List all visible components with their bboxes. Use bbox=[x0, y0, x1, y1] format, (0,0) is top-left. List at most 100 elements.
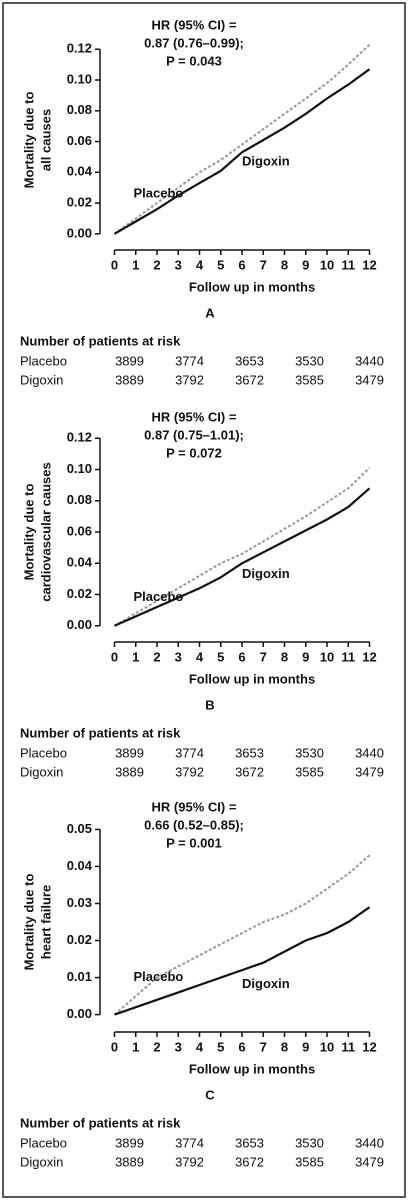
x-tick-label: 8 bbox=[281, 649, 288, 664]
panel-label: C bbox=[205, 1087, 215, 1102]
y-tick-label: 0.02 bbox=[67, 932, 92, 947]
y-axis-title: cardiovascular causes bbox=[38, 462, 53, 601]
annotation: HR (95% CI) = bbox=[152, 409, 237, 424]
panel-label: A bbox=[205, 305, 215, 320]
x-tick-label: 11 bbox=[341, 649, 355, 664]
risk-value: 3440 bbox=[355, 1135, 384, 1150]
risk-value: 3774 bbox=[175, 745, 204, 760]
risk-row-name: Placebo bbox=[20, 1135, 67, 1150]
y-axis-title: Mortality due to bbox=[21, 874, 36, 971]
risk-value: 3774 bbox=[175, 353, 204, 368]
risk-row-name: Placebo bbox=[20, 745, 67, 760]
x-tick-label: 10 bbox=[320, 649, 334, 664]
annotation: HR (95% CI) = bbox=[152, 17, 237, 32]
x-tick-label: 7 bbox=[260, 649, 267, 664]
series-label: Digoxin bbox=[242, 976, 290, 991]
risk-row-name: Digoxin bbox=[20, 764, 63, 779]
y-tick-label: 0.05 bbox=[67, 821, 92, 836]
x-tick-label: 0 bbox=[111, 1039, 118, 1054]
risk-value: 3792 bbox=[175, 764, 204, 779]
series-line bbox=[113, 43, 371, 235]
risk-value: 3530 bbox=[295, 745, 324, 760]
y-tick-label: 0.04 bbox=[67, 858, 93, 873]
y-tick-label: 0.02 bbox=[67, 195, 92, 210]
y-axis-title: heart failure bbox=[38, 885, 53, 959]
x-axis-title: Follow up in months bbox=[189, 1061, 315, 1076]
series-label: Digoxin bbox=[242, 153, 290, 168]
x-axis-title: Follow up in months bbox=[189, 671, 315, 686]
y-tick-label: 0.06 bbox=[67, 523, 92, 538]
x-tick-label: 3 bbox=[175, 1039, 182, 1054]
y-tick-label: 0.01 bbox=[67, 969, 92, 984]
risk-value: 3774 bbox=[175, 1135, 204, 1150]
risk-value: 3530 bbox=[295, 1135, 324, 1150]
y-tick-label: 0.12 bbox=[67, 430, 92, 445]
x-tick-label: 4 bbox=[196, 257, 204, 272]
risk-row-name: Digoxin bbox=[20, 372, 63, 387]
y-tick-label: 0.10 bbox=[67, 71, 92, 86]
risk-value: 3530 bbox=[295, 353, 324, 368]
annotation: HR (95% CI) = bbox=[152, 799, 237, 814]
x-axis-title: Follow up in months bbox=[189, 279, 315, 294]
x-tick-label: 1 bbox=[132, 1039, 139, 1054]
risk-value: 3899 bbox=[115, 1135, 144, 1150]
x-tick-label: 9 bbox=[302, 257, 309, 272]
series-line bbox=[114, 906, 371, 1016]
risk-table-title: Number of patients at risk bbox=[20, 725, 181, 740]
risk-value: 3653 bbox=[235, 1135, 264, 1150]
y-axis-title: Mortality due to bbox=[21, 484, 36, 581]
x-tick-label: 12 bbox=[362, 257, 376, 272]
series-line bbox=[114, 487, 371, 627]
x-tick-label: 12 bbox=[362, 649, 376, 664]
y-tick-label: 0.08 bbox=[67, 102, 92, 117]
x-tick-label: 2 bbox=[153, 257, 160, 272]
x-tick-label: 3 bbox=[175, 649, 182, 664]
annotation: P = 0.001 bbox=[166, 835, 222, 850]
annotation: 0.87 (0.75–1.01); bbox=[144, 427, 244, 442]
risk-value: 3585 bbox=[295, 764, 324, 779]
x-tick-label: 4 bbox=[196, 649, 204, 664]
risk-value: 3792 bbox=[175, 1154, 204, 1169]
y-tick-label: 0.04 bbox=[67, 164, 93, 179]
x-tick-label: 1 bbox=[132, 257, 139, 272]
risk-value: 3440 bbox=[355, 745, 384, 760]
y-tick-label: 0.03 bbox=[67, 895, 92, 910]
x-tick-label: 6 bbox=[238, 649, 245, 664]
x-tick-label: 0 bbox=[111, 257, 118, 272]
y-tick-label: 0.04 bbox=[67, 555, 93, 570]
y-axis-title: all causes bbox=[38, 109, 53, 171]
x-tick-label: 3 bbox=[175, 257, 182, 272]
x-tick-label: 2 bbox=[153, 1039, 160, 1054]
risk-row-name: Placebo bbox=[20, 353, 67, 368]
annotation: 0.66 (0.52–0.85); bbox=[144, 817, 244, 832]
series-line bbox=[113, 68, 371, 235]
risk-value: 3479 bbox=[355, 372, 384, 387]
x-tick-label: 6 bbox=[238, 257, 245, 272]
x-tick-label: 1 bbox=[132, 649, 139, 664]
x-tick-label: 5 bbox=[217, 649, 224, 664]
risk-value: 3479 bbox=[355, 1154, 384, 1169]
annotation: 0.87 (0.76–0.99); bbox=[144, 35, 244, 50]
risk-value: 3440 bbox=[355, 353, 384, 368]
risk-value: 3653 bbox=[235, 745, 264, 760]
series-label: Placebo bbox=[134, 589, 184, 604]
risk-value: 3653 bbox=[235, 353, 264, 368]
risk-value: 3672 bbox=[235, 1154, 264, 1169]
risk-value: 3889 bbox=[115, 372, 144, 387]
x-tick-label: 8 bbox=[281, 1039, 288, 1054]
risk-table-title: Number of patients at risk bbox=[20, 1115, 181, 1130]
y-tick-label: 0.00 bbox=[67, 225, 92, 240]
risk-table-title: Number of patients at risk bbox=[20, 333, 181, 348]
y-axis-title: Mortality due to bbox=[21, 92, 36, 189]
y-tick-label: 0.02 bbox=[67, 586, 92, 601]
x-tick-label: 10 bbox=[320, 1039, 334, 1054]
series-line bbox=[113, 854, 371, 1016]
series-label: Placebo bbox=[134, 186, 184, 201]
series-line bbox=[113, 467, 371, 627]
y-tick-label: 0.10 bbox=[67, 461, 92, 476]
risk-value: 3585 bbox=[295, 1154, 324, 1169]
y-tick-label: 0.00 bbox=[67, 1006, 92, 1021]
